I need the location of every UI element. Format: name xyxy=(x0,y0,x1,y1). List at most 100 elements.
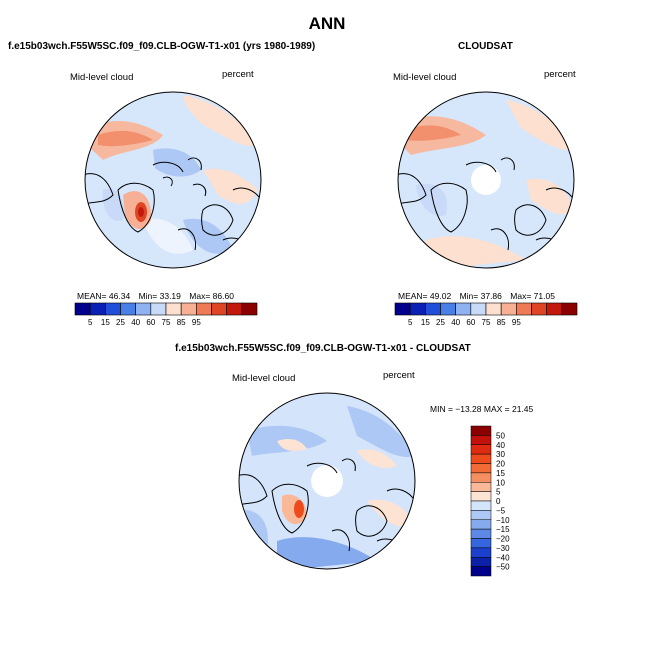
min-value: 37.86 xyxy=(480,291,502,301)
colorbar-swatch xyxy=(470,302,487,316)
colorbar-swatch xyxy=(440,302,456,316)
panel-model-variable: Mid-level cloud xyxy=(70,72,134,83)
panel-diff-units: percent xyxy=(383,370,415,381)
panel-diff-title: f.e15b03wch.F55W5SC.f09_f09.CLB-OGW-T1-x… xyxy=(175,343,471,354)
colorbar-tick-label: −20 xyxy=(496,535,510,544)
colorbar-swatch xyxy=(455,302,472,316)
colorbar-tick-label: 40 xyxy=(131,318,140,327)
colorbar-swatch xyxy=(470,482,492,492)
colorbar-tick-label: 30 xyxy=(496,450,505,459)
colorbar-swatch xyxy=(531,302,547,316)
colorbar-swatch xyxy=(470,491,492,502)
missing-data-pole xyxy=(471,165,501,195)
colorbar-tick-label: 20 xyxy=(496,460,505,469)
panel-model-units: percent xyxy=(222,69,254,80)
colorbar-swatch xyxy=(89,302,106,316)
colorbar-swatch xyxy=(150,302,167,316)
map-border xyxy=(397,91,575,269)
colorbar-tick-label: −10 xyxy=(496,516,510,525)
colorbar-swatch xyxy=(196,302,212,316)
panel-obs-variable: Mid-level cloud xyxy=(393,72,457,83)
colorbar-swatch xyxy=(105,302,121,316)
map-model xyxy=(84,91,262,269)
colorbar-swatch xyxy=(470,547,492,558)
coastlines xyxy=(85,157,261,251)
colorbar-tick-label: 50 xyxy=(496,431,505,440)
colorbar-tick-label: 60 xyxy=(466,318,475,327)
colorbar-tick-label: 95 xyxy=(512,318,521,327)
colorbar-tick-label: 75 xyxy=(482,318,491,327)
map-diff xyxy=(238,392,416,570)
colorbar-tick-label: 75 xyxy=(162,318,171,327)
colorbar-swatch xyxy=(135,302,152,316)
colorbar-tick-label: −40 xyxy=(496,553,510,562)
colorbar-swatch xyxy=(561,302,578,316)
colorbar-swatch xyxy=(470,519,492,530)
colorbar-tick-label: 25 xyxy=(436,318,445,327)
panel-obs-title: CLOUDSAT xyxy=(458,41,513,52)
max-value: 86.60 xyxy=(212,291,234,301)
colorbar-tick-label: 60 xyxy=(146,318,155,327)
mean-value: 46.34 xyxy=(108,291,131,301)
colorbar-tick-label: −5 xyxy=(496,506,506,515)
panel-obs-units: percent xyxy=(544,69,576,80)
colorbar-swatch xyxy=(485,302,502,316)
colorbar-swatch xyxy=(226,302,243,316)
mean-value: 49.02 xyxy=(429,291,452,301)
colorbar-swatch xyxy=(180,302,197,316)
panel-model-title: f.e15b03wch.F55W5SC.f09_f09.CLB-OGW-T1-x… xyxy=(8,41,316,52)
colorbar-swatch xyxy=(409,302,426,316)
colorbar-swatch xyxy=(241,302,258,316)
colorbar-tick-label: 25 xyxy=(116,318,125,327)
colorbar-tick-label: 5 xyxy=(88,318,93,327)
colorbar-tick-label: 5 xyxy=(408,318,413,327)
colorbar-swatch xyxy=(394,302,411,316)
colorbar-tick-label: 10 xyxy=(496,478,505,487)
colorbar-tick-label: 85 xyxy=(177,318,186,327)
colorbar-obs: 5 15 25 40 60 75 85 95 xyxy=(394,302,578,327)
panel-diff-stats: MIN = −13.28 MAX = 21.45 xyxy=(430,404,534,414)
map-obs xyxy=(397,91,575,269)
colorbar-swatch xyxy=(425,302,441,316)
colorbar-tick-label: 15 xyxy=(421,318,430,327)
mean-label: MEAN= xyxy=(398,291,428,301)
colorbar-swatch xyxy=(500,302,517,316)
colorbar-swatch xyxy=(470,538,492,549)
panel-model-stats: MEAN= 46.34 Min= 33.19 Max= 86.60 xyxy=(77,291,234,301)
colorbar-swatch xyxy=(470,425,492,436)
min-label: Min= xyxy=(459,291,479,301)
colorbar-swatch xyxy=(516,302,532,316)
colorbar-swatch xyxy=(211,302,227,316)
colorbar-tick-label: −15 xyxy=(496,525,510,534)
colorbar-swatch xyxy=(470,500,492,511)
colorbar-swatch xyxy=(470,557,492,567)
colorbar-swatch xyxy=(470,566,492,577)
figure-title: ANN xyxy=(308,14,346,33)
colorbar-swatch xyxy=(74,302,91,316)
panel-obs-stats: MEAN= 49.02 Min= 37.86 Max= 71.05 xyxy=(398,291,555,301)
colorbar-swatch xyxy=(470,463,492,474)
colorbar-tick-label: 0 xyxy=(496,497,501,506)
colorbar-swatch xyxy=(165,302,182,316)
colorbar-swatch xyxy=(470,472,492,483)
max-label: Max= xyxy=(189,291,211,301)
max-value: 71.05 xyxy=(533,291,555,301)
colorbar-tick-label: −50 xyxy=(496,563,510,572)
colorbar-tick-label: −30 xyxy=(496,544,510,553)
colorbar-swatch xyxy=(470,435,492,445)
min-label: Min= xyxy=(138,291,158,301)
colorbar-swatch xyxy=(470,453,492,464)
colorbar-tick-label: 15 xyxy=(496,469,505,478)
colorbar-tick-label: 85 xyxy=(497,318,506,327)
colorbar-swatch xyxy=(470,510,492,520)
map-border xyxy=(238,392,416,570)
panel-diff-variable: Mid-level cloud xyxy=(232,373,296,384)
missing-data-pole xyxy=(311,465,343,497)
colorbar-swatch xyxy=(470,528,492,539)
min-value: 33.19 xyxy=(159,291,181,301)
colorbar-tick-label: 40 xyxy=(451,318,460,327)
colorbar-swatch xyxy=(120,302,136,316)
colorbar-tick-label: 5 xyxy=(496,488,501,497)
map-border xyxy=(84,91,262,269)
